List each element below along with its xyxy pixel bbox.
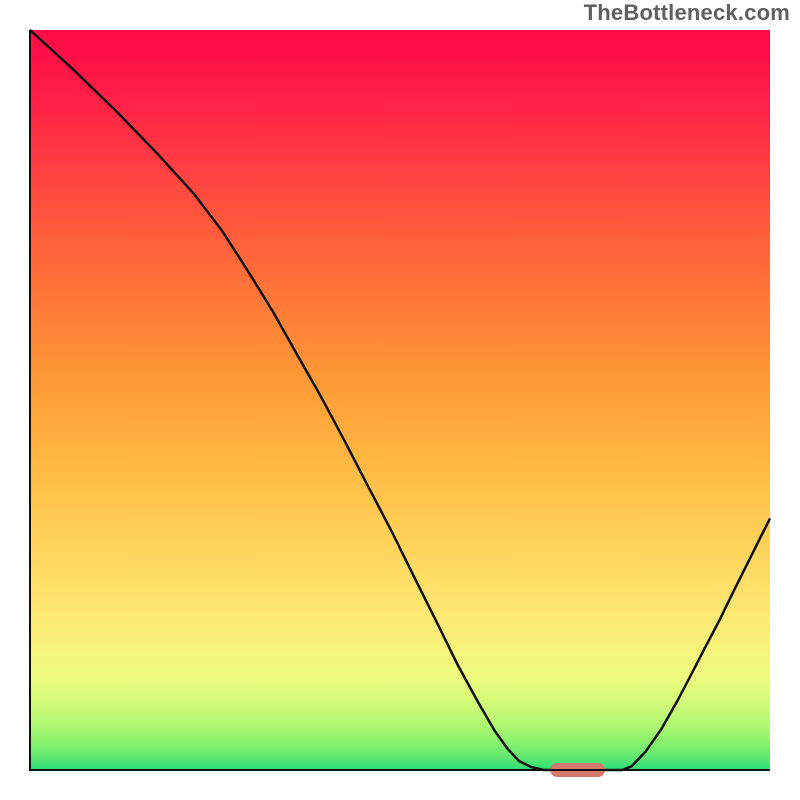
chart-container: TheBottleneck.com [0, 0, 800, 800]
watermark-text: TheBottleneck.com [584, 0, 790, 26]
bottleneck-chart [0, 0, 800, 800]
plot-background [30, 30, 770, 770]
